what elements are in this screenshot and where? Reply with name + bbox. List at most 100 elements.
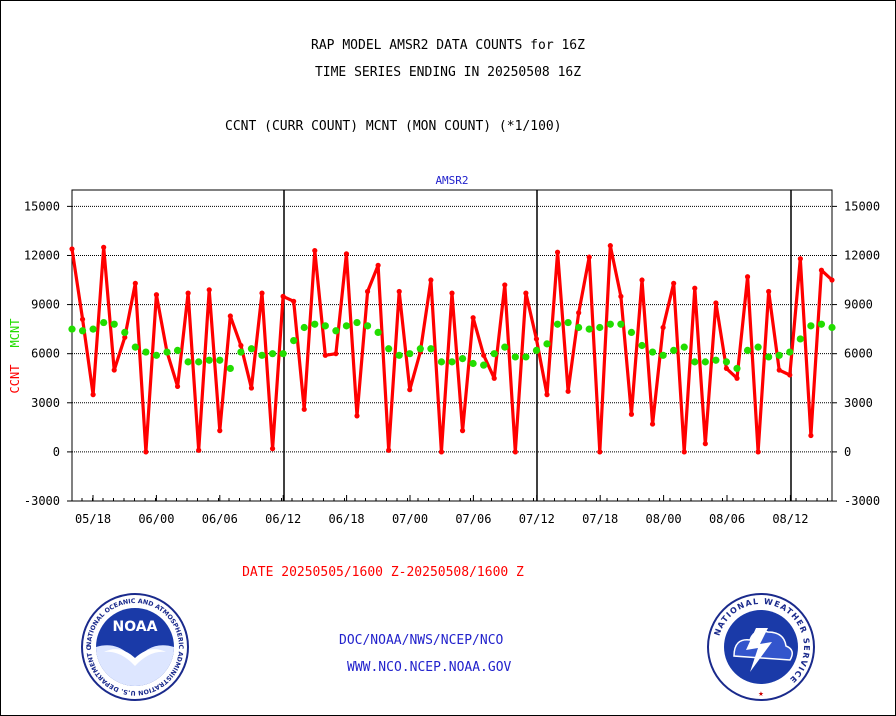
nws-star-icon: ★ — [758, 689, 764, 699]
series-point-ccnt — [723, 365, 730, 372]
series-point-mcnt — [691, 358, 699, 366]
series-point-ccnt — [449, 290, 455, 296]
series-point-mcnt — [226, 364, 234, 373]
y-tick-label-left: 6000 — [31, 347, 60, 361]
series-point-mcnt — [585, 325, 593, 333]
x-tick-label: 06/12 — [265, 512, 301, 526]
series-point-mcnt — [680, 343, 688, 351]
series-point-mcnt — [532, 346, 541, 355]
series-line-ccnt — [70, 244, 834, 454]
y-tick-label-left: -3000 — [24, 494, 60, 508]
series-point-mcnt — [817, 320, 826, 328]
series-point-mcnt — [480, 361, 488, 369]
series-point-mcnt — [427, 345, 435, 353]
series-point-ccnt — [818, 267, 825, 273]
series-point-mcnt — [342, 322, 351, 330]
series-point-ccnt — [829, 277, 835, 283]
y-axis-label-mcnt: MCNT — [8, 319, 22, 348]
series-point-mcnt — [670, 346, 678, 355]
x-tick-label: 07/06 — [455, 512, 491, 526]
series-point-mcnt — [543, 340, 551, 348]
series-point-ccnt — [438, 449, 445, 455]
series-point-mcnt — [311, 320, 319, 328]
series-point-mcnt — [216, 356, 224, 364]
series-point-mcnt — [416, 345, 424, 353]
series-point-ccnt — [533, 336, 540, 342]
series-point-ccnt — [744, 274, 751, 280]
header-line-2: TIME SERIES ENDING IN 20250508 16Z — [314, 65, 582, 80]
series-point-ccnt — [322, 352, 328, 358]
x-tick-label: 08/06 — [709, 512, 745, 526]
series-point-mcnt — [733, 364, 741, 373]
x-tick-label: 05/18 — [75, 512, 111, 526]
y-tick-label-right: 6000 — [844, 347, 873, 361]
series-point-ccnt — [101, 244, 107, 250]
series-point-ccnt — [269, 446, 276, 452]
y-axis-label-group: CCNT MCNT — [8, 319, 22, 394]
series-point-ccnt — [459, 428, 466, 434]
series-point-ccnt — [702, 441, 708, 447]
series-point-mcnt — [606, 320, 614, 328]
x-tick-label: 07/18 — [582, 512, 618, 526]
series-point-ccnt — [428, 277, 434, 283]
series-point-ccnt — [174, 383, 181, 390]
y-tick-label-left: 12000 — [24, 248, 60, 262]
chart-title: AMSR2 — [435, 174, 468, 187]
series-point-mcnt — [78, 327, 87, 335]
series-point-mcnt — [659, 351, 667, 359]
y-tick-label-right: 3000 — [844, 396, 873, 410]
series-point-ccnt — [470, 315, 476, 321]
series-point-mcnt — [522, 353, 530, 361]
series-point-ccnt — [291, 298, 297, 304]
series-point-ccnt — [554, 249, 561, 255]
series-point-mcnt — [638, 341, 646, 350]
series-point-mcnt — [490, 350, 498, 358]
series-point-mcnt — [511, 353, 519, 361]
x-tick-label: 07/12 — [519, 512, 555, 526]
series-point-mcnt — [353, 318, 361, 327]
series-point-ccnt — [143, 449, 149, 455]
series-point-ccnt — [238, 342, 244, 349]
series-point-mcnt — [395, 351, 403, 359]
series-point-ccnt — [312, 247, 318, 254]
series-point-mcnt — [268, 350, 277, 358]
series-point-mcnt — [775, 351, 783, 359]
series-point-ccnt — [69, 246, 75, 252]
series-point-mcnt — [596, 323, 604, 332]
series-point-ccnt — [755, 449, 761, 455]
series-point-ccnt — [671, 280, 677, 286]
y-tick-label-left: 0 — [53, 445, 60, 459]
x-tick-label: 07/00 — [392, 512, 428, 526]
series-point-mcnt — [142, 348, 150, 356]
y-tick-label-right: 0 — [844, 445, 851, 459]
series-point-mcnt — [627, 328, 636, 337]
series-point-mcnt — [701, 358, 709, 366]
series-point-mcnt — [205, 356, 213, 364]
series-point-ccnt — [153, 292, 160, 298]
series-point-ccnt — [132, 280, 138, 286]
footer-link-www[interactable]: WWW.NCO.NCEP.NOAA.GOV — [347, 660, 512, 675]
y-tick-label-left: 15000 — [24, 199, 60, 213]
x-axis-label: DATE 20250505/1600 Z-20250508/1600 Z — [242, 565, 524, 580]
series-point-mcnt — [553, 320, 562, 328]
series-point-ccnt — [787, 372, 793, 378]
series-point-ccnt — [576, 310, 582, 316]
series-point-mcnt — [184, 358, 192, 366]
series-point-ccnt — [808, 432, 814, 439]
series-point-mcnt — [363, 322, 372, 330]
series-point-mcnt — [406, 350, 414, 358]
series-point-ccnt — [343, 251, 350, 257]
series-point-ccnt — [523, 290, 529, 296]
series-point-ccnt — [597, 449, 603, 455]
series-point-ccnt — [364, 288, 371, 295]
series-point-mcnt — [575, 323, 583, 332]
series-point-ccnt — [692, 285, 698, 291]
footer-link-doc[interactable]: DOC/NOAA/NWS/NCEP/NCO — [339, 633, 504, 648]
series-point-ccnt — [544, 392, 550, 398]
series-point-mcnt — [648, 348, 657, 356]
series-point-mcnt — [828, 323, 836, 332]
x-tick-label: 06/00 — [138, 512, 174, 526]
series-point-mcnt — [786, 348, 794, 356]
series-point-mcnt — [469, 359, 477, 368]
series-point-mcnt — [437, 358, 446, 366]
